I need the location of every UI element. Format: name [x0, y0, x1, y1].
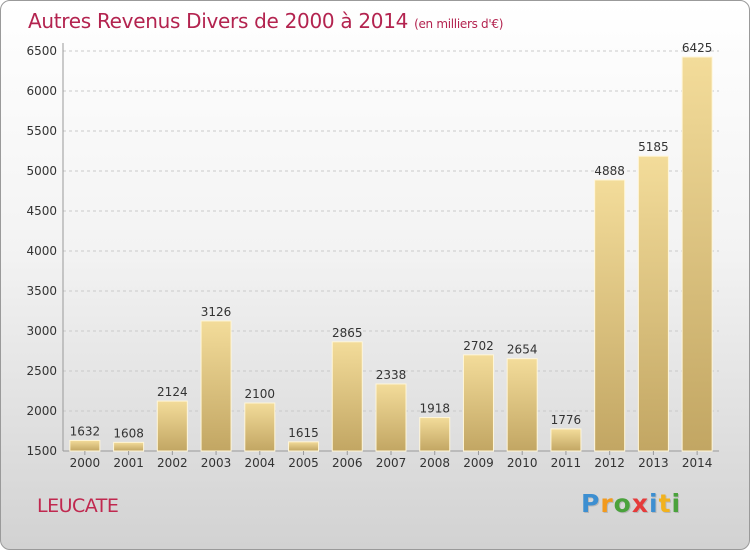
- data-label: 2338: [376, 368, 407, 382]
- bar: [462, 354, 494, 452]
- x-tick-label: 2007: [376, 456, 407, 470]
- bar: [506, 358, 538, 452]
- data-label: 6425: [682, 41, 713, 55]
- x-tick-label: 2009: [463, 456, 494, 470]
- x-tick-label: 2006: [332, 456, 363, 470]
- x-tick-label: 2005: [288, 456, 319, 470]
- proxiti-logo[interactable]: Proxiti: [581, 489, 681, 518]
- data-label: 2702: [463, 339, 494, 353]
- y-tick-label: 2000: [26, 404, 57, 418]
- data-label: 1608: [113, 426, 144, 440]
- x-tick-label: 2001: [113, 456, 144, 470]
- bar: [331, 341, 363, 452]
- x-tick-label: 2014: [682, 456, 713, 470]
- logo-letter: t: [658, 489, 672, 518]
- y-tick-label: 6000: [26, 84, 57, 98]
- data-label: 3126: [201, 305, 232, 319]
- chart-title: Autres Revenus Divers de 2000 à 2014 (en …: [28, 9, 503, 33]
- x-tick-label: 2002: [157, 456, 188, 470]
- bar: [681, 56, 713, 452]
- location-label: LEUCATE: [37, 495, 119, 517]
- y-tick-label: 1500: [26, 444, 57, 458]
- bar: [375, 383, 407, 452]
- bar: [200, 320, 232, 452]
- y-tick-label: 5000: [26, 164, 57, 178]
- data-label: 5185: [638, 140, 669, 154]
- data-label: 2865: [332, 326, 363, 340]
- data-label: 1776: [551, 413, 582, 427]
- bar: [419, 417, 451, 452]
- bar: [594, 179, 626, 452]
- bar: [637, 155, 669, 452]
- y-tick-label: 4500: [26, 204, 57, 218]
- logo-letter: i: [649, 489, 659, 518]
- logo-letter: P: [581, 489, 601, 518]
- data-label: 1615: [288, 426, 319, 440]
- logo-letter: i: [671, 489, 682, 518]
- bar: [288, 441, 320, 452]
- bar: [244, 402, 276, 452]
- x-tick-label: 2011: [551, 456, 582, 470]
- title-text: Autres Revenus Divers de 2000 à 2014: [28, 9, 409, 33]
- logo-letter: o: [613, 489, 632, 518]
- data-label: 2124: [157, 385, 188, 399]
- data-label: 1918: [419, 402, 450, 416]
- x-tick-label: 2003: [201, 456, 232, 470]
- data-label: 1632: [70, 424, 101, 438]
- data-label: 2100: [245, 387, 276, 401]
- y-tick-label: 3500: [26, 284, 57, 298]
- y-tick-label: 4000: [26, 244, 57, 258]
- logo-letter: r: [600, 489, 614, 518]
- x-tick-label: 2000: [70, 456, 101, 470]
- x-tick-label: 2004: [245, 456, 276, 470]
- x-tick-label: 2013: [638, 456, 669, 470]
- x-tick-label: 2008: [419, 456, 450, 470]
- data-label: 4888: [594, 164, 625, 178]
- title-unit: (en milliers d'€): [414, 17, 504, 31]
- y-tick-label: 5500: [26, 124, 57, 138]
- bar: [69, 439, 101, 452]
- data-label: 2654: [507, 343, 538, 357]
- y-tick-label: 3000: [26, 324, 57, 338]
- x-tick-label: 2012: [594, 456, 625, 470]
- bar: [550, 428, 582, 452]
- bar: [156, 400, 188, 452]
- logo-letter: x: [631, 489, 649, 518]
- bar: [113, 441, 145, 452]
- y-tick-label: 2500: [26, 364, 57, 378]
- y-tick-label: 6500: [26, 44, 57, 58]
- x-tick-label: 2010: [507, 456, 538, 470]
